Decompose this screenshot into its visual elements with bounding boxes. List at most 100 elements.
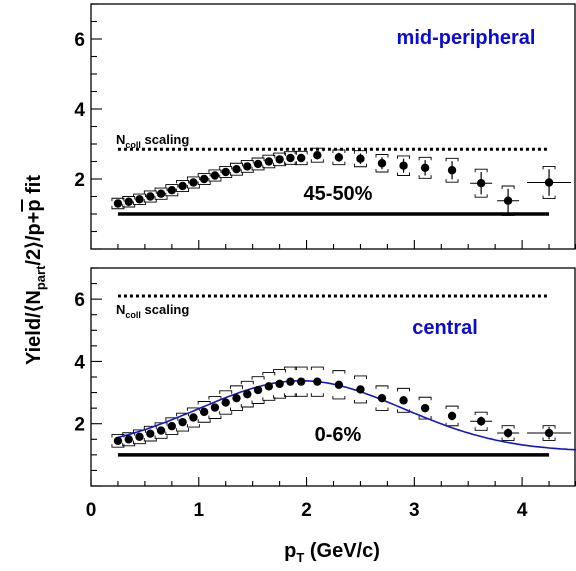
top-data-point <box>146 192 155 201</box>
top-syst-bracket <box>397 172 411 176</box>
top-data-point <box>544 178 554 187</box>
bottom-syst-bracket <box>542 437 556 441</box>
bottom-data-point <box>275 379 284 389</box>
bottom-syst-bracket <box>176 412 190 417</box>
x-tick-label: 0 <box>86 500 97 521</box>
bottom-syst-bracket <box>251 376 265 380</box>
top-syst-bracket <box>542 195 556 200</box>
top-syst-bracket <box>197 172 211 177</box>
top-data-point <box>476 179 486 188</box>
bottom-data-point <box>113 436 123 446</box>
bottom-syst-bracket <box>197 401 211 405</box>
panel-bottom: 2 4 6 <box>74 267 576 487</box>
top-syst-bracket <box>133 193 146 198</box>
top-syst-bracket <box>165 184 179 188</box>
top-data-point <box>286 153 295 163</box>
y-axis-title: Yield/⟨Npart/2⟩/p+p fit <box>23 175 48 365</box>
bottom-fit-curve <box>117 379 576 451</box>
bottom-syst-bracket <box>418 416 432 420</box>
top-data-point <box>313 151 322 160</box>
bottom-syst-bracket <box>208 396 222 400</box>
top-syst-bracket <box>240 160 254 164</box>
bottom-syst-bracket <box>197 419 211 423</box>
x-axis-title: pT (GeV/c) <box>284 540 380 565</box>
x-tick-label: 2 <box>301 500 312 521</box>
bottom-syst-bracket <box>501 425 515 429</box>
top-ncoll-label: Ncoll scaling <box>116 132 189 150</box>
bottom-data-point <box>296 377 306 386</box>
top-syst-bracket <box>122 204 136 208</box>
bottom-syst-bracket <box>294 366 308 371</box>
top-syst-bracket <box>294 150 308 155</box>
bottom-ncoll-label: Ncoll scaling <box>116 302 189 320</box>
bottom-data-point <box>124 435 133 444</box>
bottom-syst-bracket <box>230 385 243 389</box>
top-syst-bracket <box>186 176 200 180</box>
bottom-syst-bracket <box>251 400 265 404</box>
bottom-centrality-label: 0-6% <box>315 424 362 446</box>
top-syst-bracket <box>240 169 254 173</box>
top-syst-bracket <box>501 185 515 189</box>
top-syst-bracket <box>154 196 168 200</box>
bottom-syst-bracket <box>262 397 276 401</box>
top-syst-bracket <box>154 187 168 192</box>
top-syst-bracket <box>230 172 243 176</box>
bottom-syst-bracket <box>310 366 324 371</box>
bottom-syst-bracket <box>186 407 200 411</box>
top-syst-bracket <box>375 169 389 173</box>
top-data-point <box>399 161 408 170</box>
top-syst-bracket <box>310 147 324 152</box>
bottom-data-point <box>544 428 554 438</box>
top-syst-bracket <box>294 161 308 166</box>
top-syst-bracket <box>122 196 136 200</box>
bottom-data-point <box>167 422 177 431</box>
top-data-point <box>334 153 344 162</box>
top-syst-bracket <box>332 149 346 153</box>
top-data-point <box>124 197 133 206</box>
bottom-syst-bracket <box>273 369 287 373</box>
top-syst-bracket <box>283 151 297 155</box>
top-y-tick-label: 2 <box>74 170 85 191</box>
bottom-data-point <box>476 417 486 426</box>
top-data-point <box>221 167 230 177</box>
bottom-data-point <box>253 385 263 395</box>
bottom-syst-bracket <box>240 380 254 385</box>
top-data-point <box>210 171 220 180</box>
top-syst-bracket <box>445 157 459 162</box>
bottom-data-point <box>189 413 198 422</box>
bottom-syst-bracket <box>133 440 146 445</box>
bottom-syst-bracket <box>501 437 515 441</box>
top-syst-bracket <box>133 201 146 205</box>
bottom-syst-bracket <box>445 405 459 410</box>
top-syst-bracket <box>230 162 243 167</box>
top-syst-bracket <box>143 190 157 194</box>
bottom-syst-bracket <box>154 435 168 439</box>
top-syst-bracket <box>176 188 190 193</box>
top-syst-bracket <box>251 166 265 171</box>
bottom-syst-bracket <box>219 411 233 415</box>
top-syst-bracket <box>542 165 556 170</box>
top-data-point <box>275 155 284 164</box>
bottom-data-point <box>447 411 457 421</box>
bottom-data-point <box>356 385 365 394</box>
top-y-tick-label: 4 <box>74 100 85 121</box>
bottom-syst-bracket <box>143 425 157 430</box>
bottom-syst-bracket <box>310 393 324 397</box>
bottom-syst-bracket <box>165 417 179 421</box>
bottom-syst-bracket <box>474 411 488 416</box>
top-data-point <box>199 174 209 184</box>
top-syst-bracket <box>176 179 190 184</box>
bottom-syst-bracket <box>273 395 287 399</box>
top-centrality-label: 45-50% <box>304 183 373 205</box>
bottom-syst-bracket <box>154 422 168 426</box>
bottom-syst-bracket <box>353 375 367 379</box>
top-syst-bracket <box>474 194 488 198</box>
panel-top: 2 4 6 <box>74 3 576 250</box>
top-syst-bracket <box>273 152 287 157</box>
top-syst-bracket <box>353 150 367 154</box>
bottom-syst-bracket <box>165 431 179 436</box>
top-syst-bracket <box>186 185 200 189</box>
bottom-syst-bracket <box>332 370 346 374</box>
bottom-data-point <box>210 403 220 412</box>
top-data-point <box>503 196 513 205</box>
